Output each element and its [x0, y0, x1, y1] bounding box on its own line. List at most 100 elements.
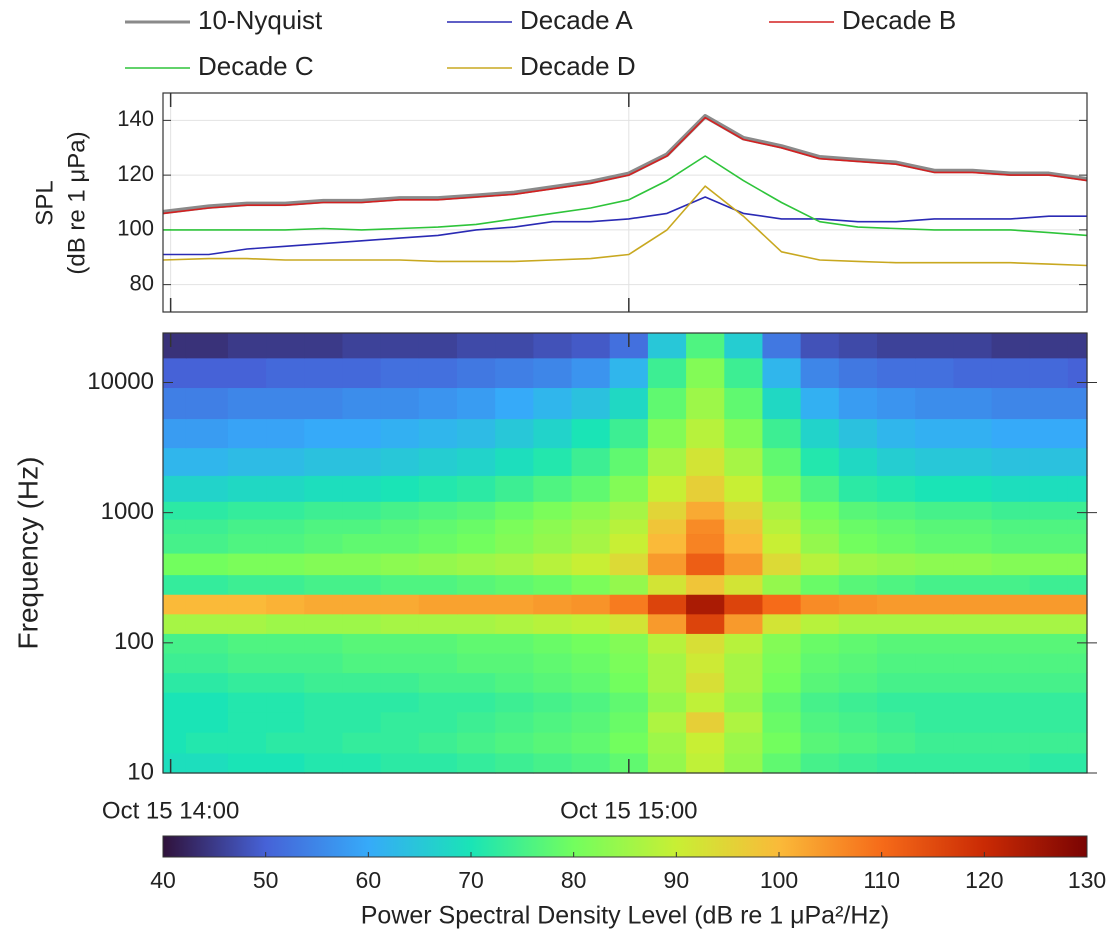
heatmap-cell: [877, 357, 916, 389]
colorbar-tick-label: 120: [965, 867, 1003, 893]
heatmap-cell: [991, 692, 1031, 713]
heatmap-cell: [686, 672, 725, 693]
heatmap-cell: [953, 447, 993, 476]
heatmap-cell: [686, 387, 725, 420]
heatmap-cell: [953, 387, 993, 420]
heatmap-cell: [227, 633, 267, 654]
heatmap-cell: [762, 357, 802, 389]
heatmap-cell: [1029, 692, 1069, 713]
heatmap-cell: [609, 501, 649, 520]
heatmap-cell: [991, 418, 1031, 449]
heatmap-cell: [571, 447, 611, 476]
heatmap-cell: [266, 501, 305, 520]
heatmap-cell: [533, 672, 573, 693]
heatmap-cell: [838, 752, 878, 774]
heatmap-cell: [533, 501, 573, 520]
heatmap-cell: [877, 711, 916, 733]
heatmap-cell: [304, 574, 344, 595]
heatmap-cell: [877, 692, 916, 713]
heatmap-cell: [915, 533, 954, 554]
heatmap-cell: [266, 732, 305, 754]
heatmap-cell: [163, 613, 187, 634]
heatmap-cell: [800, 387, 840, 420]
heatmap-cell: [762, 553, 802, 576]
heatmap-cell: [418, 613, 458, 634]
heatmap-cell: [457, 357, 496, 389]
heatmap-cell: [163, 672, 187, 693]
heatmap-cell: [609, 672, 649, 693]
heatmap-cell: [724, 447, 764, 476]
heatmap-cell: [609, 475, 649, 502]
heatmap-cell: [1067, 752, 1088, 774]
y-tick-label: 10: [127, 758, 154, 785]
heatmap-cell: [418, 633, 458, 654]
heatmap-cell: [533, 518, 573, 535]
heatmap-cell: [380, 518, 420, 535]
heatmap-cell: [457, 594, 496, 615]
heatmap-cell: [877, 501, 916, 520]
heatmap-cell: [1029, 594, 1069, 615]
heatmap-cell: [1029, 518, 1069, 535]
heatmap-cell: [915, 692, 954, 713]
heatmap-cell: [1029, 357, 1069, 389]
heatmap-cell: [533, 652, 573, 674]
heatmap-cell: [991, 447, 1031, 476]
heatmap-cell: [185, 553, 229, 576]
heatmap-cell: [838, 574, 878, 595]
heatmap-cell: [163, 533, 187, 554]
heatmap-cell: [800, 633, 840, 654]
heatmap-cell: [571, 357, 611, 389]
heatmap-cell: [266, 613, 305, 634]
heatmap-cell: [838, 652, 878, 674]
heatmap-cell: [185, 418, 229, 449]
heatmap-cell: [838, 711, 878, 733]
heatmap-cell: [915, 574, 954, 595]
series-line: [163, 196, 1087, 256]
heatmap-cell: [647, 387, 687, 420]
heatmap-cell: [915, 418, 954, 449]
heatmap-cell: [800, 533, 840, 554]
heatmap-cell: [686, 357, 725, 389]
heatmap-cell: [304, 447, 344, 476]
heatmap-cell: [1029, 387, 1069, 420]
heatmap-cell: [762, 752, 802, 774]
heatmap-cell: [304, 652, 344, 674]
heatmap-cell: [686, 692, 725, 713]
y-tick-label: 100: [114, 628, 154, 655]
heatmap-cell: [185, 447, 229, 476]
heatmap-cell: [533, 533, 573, 554]
heatmap-cell: [533, 711, 573, 733]
heatmap-cell: [342, 501, 382, 520]
heatmap-cell: [342, 711, 382, 733]
heatmap-cell: [877, 387, 916, 420]
heatmap-cell: [163, 732, 187, 754]
heatmap-cell: [342, 357, 382, 389]
heatmap-cell: [266, 387, 305, 420]
heatmap-cell: [380, 672, 420, 693]
heatmap-cell: [877, 752, 916, 774]
heatmap-cell: [571, 752, 611, 774]
heatmap-cell: [762, 574, 802, 595]
heatmap-cell: [418, 387, 458, 420]
heatmap-cell: [163, 692, 187, 713]
heatmap-cell: [304, 752, 344, 774]
y-tick-label: 100: [117, 216, 154, 241]
heatmap-cell: [571, 711, 611, 733]
heatmap-cell: [1067, 613, 1088, 634]
heatmap-cell: [877, 732, 916, 754]
heatmap-cell: [686, 594, 725, 615]
heatmap-cell: [724, 594, 764, 615]
heatmap-cell: [495, 333, 534, 359]
heatmap-cell: [163, 711, 187, 733]
heatmap-cell: [418, 672, 458, 693]
heatmap-cell: [838, 594, 878, 615]
heatmap-cell: [571, 387, 611, 420]
heatmap-cell: [1067, 333, 1088, 359]
y-tick-label: 10000: [87, 368, 154, 395]
heatmap-cell: [533, 613, 573, 634]
heatmap-cell: [1067, 594, 1088, 615]
heatmap-cell: [953, 518, 993, 535]
heatmap-cell: [647, 553, 687, 576]
heatmap-cell: [647, 594, 687, 615]
